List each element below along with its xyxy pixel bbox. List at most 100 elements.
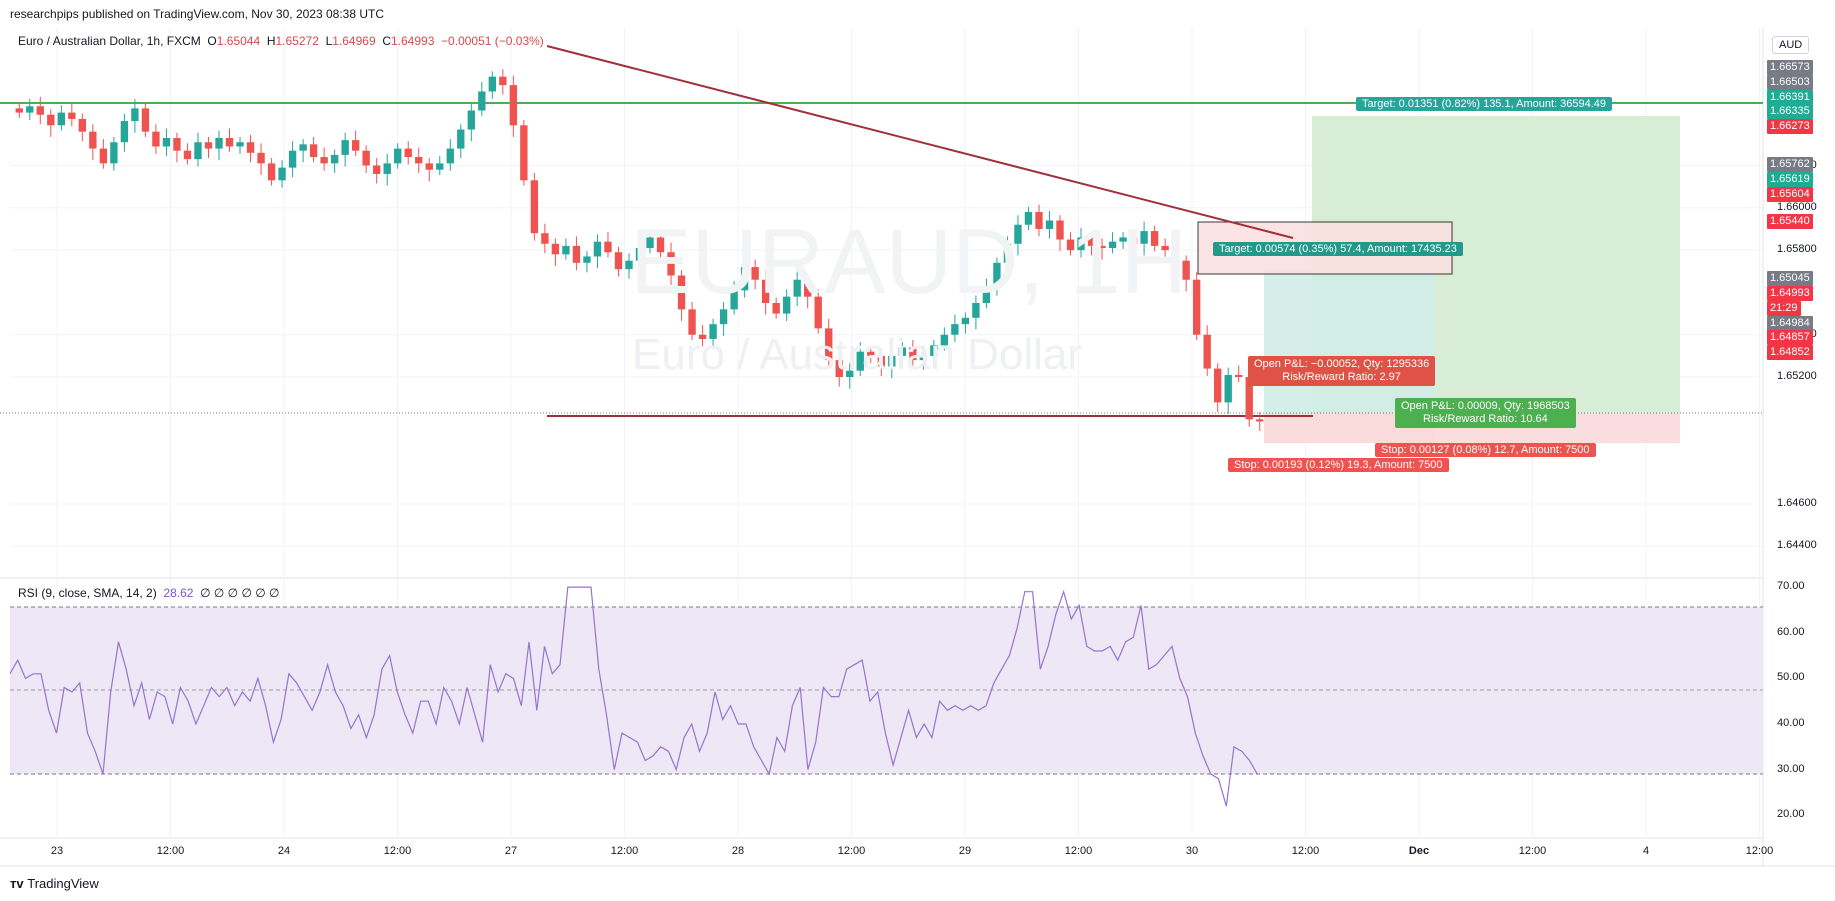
candle-body bbox=[425, 163, 433, 170]
candle-body bbox=[1014, 224, 1022, 244]
price-axis-label: 1.65762 bbox=[1767, 157, 1813, 172]
candle-body bbox=[961, 317, 970, 325]
candle-body bbox=[478, 91, 486, 111]
candle-body bbox=[520, 125, 528, 181]
rsi-tick-label: 70.00 bbox=[1777, 580, 1805, 593]
candle-body bbox=[1087, 237, 1096, 246]
candle-body bbox=[225, 138, 234, 147]
time-tick-label: 29 bbox=[958, 845, 972, 857]
candle-body bbox=[341, 140, 349, 155]
candle-body bbox=[246, 142, 255, 153]
candle-body bbox=[856, 351, 864, 371]
candle-body bbox=[1066, 239, 1075, 251]
candle-body bbox=[825, 328, 833, 361]
symbol-name: Euro / Australian Dollar, 1h, FXCM bbox=[18, 34, 201, 48]
tradingview-logo[interactable]: ᴛᴠ TradingView bbox=[10, 876, 99, 891]
candle-body bbox=[1045, 220, 1054, 229]
candle-body bbox=[120, 121, 129, 143]
candle-body bbox=[99, 148, 108, 164]
rsi-value: 28.62 bbox=[163, 586, 194, 600]
time-tick-label: 12:00 bbox=[1064, 845, 1093, 857]
candle-body bbox=[183, 150, 192, 160]
rsi-label: RSI (9, close, SMA, 14, 2) bbox=[18, 586, 157, 600]
candle-body bbox=[257, 152, 265, 164]
candle-body bbox=[236, 142, 244, 147]
price-axis-label: 1.64984 bbox=[1767, 316, 1813, 331]
candle-body bbox=[867, 351, 875, 356]
rsi-extras: ∅ ∅ ∅ ∅ ∅ ∅ bbox=[200, 586, 280, 600]
candle-body bbox=[709, 324, 717, 339]
time-tick-label: 12:00 bbox=[1518, 845, 1547, 857]
candle-body bbox=[1056, 220, 1064, 240]
candle-body bbox=[404, 148, 412, 158]
long-pnl-tag[interactable]: Open P&L: 0.00009, Qty: 1968503 Risk/Rew… bbox=[1395, 398, 1576, 428]
candle-body bbox=[78, 118, 87, 132]
candle-body bbox=[1129, 237, 1138, 244]
candle-body bbox=[152, 131, 160, 147]
candle-body bbox=[1182, 260, 1190, 280]
candle-body bbox=[173, 138, 181, 151]
rsi-line bbox=[9, 586, 1258, 807]
brand-name: TradingView bbox=[27, 876, 99, 891]
publish-header: researchpips published on TradingView.co… bbox=[10, 7, 384, 21]
candle-body bbox=[751, 267, 759, 280]
rsi-legend[interactable]: RSI (9, close, SMA, 14, 2) 28.62 ∅ ∅ ∅ ∅… bbox=[18, 586, 279, 600]
short-target-tag[interactable]: Target: 0.00574 (0.35%) 57.4, Amount: 17… bbox=[1213, 242, 1463, 256]
candle-body bbox=[1214, 368, 1222, 403]
price-axis-label: 1.64993 bbox=[1767, 286, 1813, 301]
candle-body bbox=[320, 157, 328, 164]
candle-body bbox=[278, 167, 286, 181]
candle-body bbox=[47, 114, 55, 126]
candle-body bbox=[940, 334, 949, 346]
candle-body bbox=[698, 334, 707, 339]
candle-body bbox=[1024, 212, 1033, 225]
candle-body bbox=[982, 288, 991, 303]
currency-button[interactable]: AUD bbox=[1772, 36, 1810, 54]
candle-body bbox=[415, 157, 423, 164]
long-target-tag[interactable]: Target: 0.01351 (0.82%) 135.1, Amount: 3… bbox=[1356, 97, 1613, 111]
candle-body bbox=[814, 296, 822, 329]
candle-body bbox=[383, 163, 391, 174]
candle-body bbox=[1203, 334, 1211, 369]
candle-body bbox=[677, 275, 686, 310]
candle-body bbox=[26, 106, 34, 113]
price-axis-label: 1.66573 bbox=[1767, 60, 1813, 75]
short-pnl-tag[interactable]: Open P&L: −0.00052, Qty: 1295336 Risk/Re… bbox=[1248, 356, 1436, 386]
candle-body bbox=[951, 324, 959, 335]
candle-body bbox=[457, 129, 465, 149]
time-tick-label: Dec bbox=[1408, 845, 1430, 857]
candle-body bbox=[330, 154, 339, 164]
candle-body bbox=[1119, 237, 1127, 242]
candle-body bbox=[846, 370, 854, 378]
candle-body bbox=[110, 142, 118, 164]
candle-body bbox=[793, 279, 801, 297]
symbol-legend[interactable]: Euro / Australian Dollar, 1h, FXCM O1.65… bbox=[18, 34, 544, 48]
short-stop-tag[interactable]: Stop: 0.00193 (0.12%) 19.3, Amount: 7500 bbox=[1228, 458, 1449, 472]
price-axis-label: 21:29 bbox=[1767, 301, 1801, 316]
candle-body bbox=[488, 76, 497, 92]
candle-body bbox=[740, 267, 749, 291]
candle-body bbox=[436, 163, 444, 170]
tv-logo-icon: ᴛᴠ bbox=[10, 876, 24, 891]
time-tick-label: 12:00 bbox=[1745, 845, 1774, 857]
candle-body bbox=[572, 245, 581, 263]
candle-body bbox=[1150, 231, 1159, 246]
candle-body bbox=[972, 303, 980, 318]
candle-body bbox=[309, 144, 318, 158]
candle-body bbox=[541, 233, 549, 244]
candle-body bbox=[1171, 250, 1180, 261]
candle-body bbox=[614, 252, 623, 270]
candle-body bbox=[625, 260, 633, 270]
rsi-tick-label: 50.00 bbox=[1777, 671, 1805, 684]
candle-body bbox=[877, 355, 885, 367]
long-target-zone-2 bbox=[1264, 270, 1434, 414]
rsi-tick-label: 20.00 bbox=[1777, 808, 1805, 821]
time-tick-label: 30 bbox=[1185, 845, 1199, 857]
long-stop-tag[interactable]: Stop: 0.00127 (0.08%) 12.7, Amount: 7500 bbox=[1375, 443, 1596, 457]
price-tick-label: 1.64600 bbox=[1777, 496, 1817, 509]
candle-body bbox=[551, 243, 560, 255]
high-value: 1.65272 bbox=[275, 34, 319, 48]
rsi-tick-label: 60.00 bbox=[1777, 625, 1805, 638]
candle-body bbox=[1245, 377, 1253, 420]
candle-body bbox=[919, 355, 928, 361]
